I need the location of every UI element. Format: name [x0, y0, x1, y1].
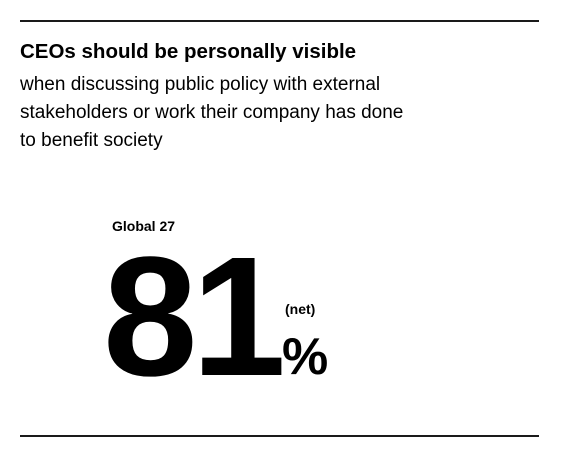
top-divider: [20, 20, 539, 22]
region-label: Global 27: [112, 218, 176, 234]
headline: CEOs should be personally visible: [20, 40, 357, 63]
stat-qualifier: (net): [285, 301, 316, 317]
subtext: when discussing public policy with exter…: [20, 74, 404, 151]
bottom-divider: [20, 435, 539, 437]
stat-unit: %: [282, 328, 329, 386]
stat-value: 81: [103, 222, 286, 412]
